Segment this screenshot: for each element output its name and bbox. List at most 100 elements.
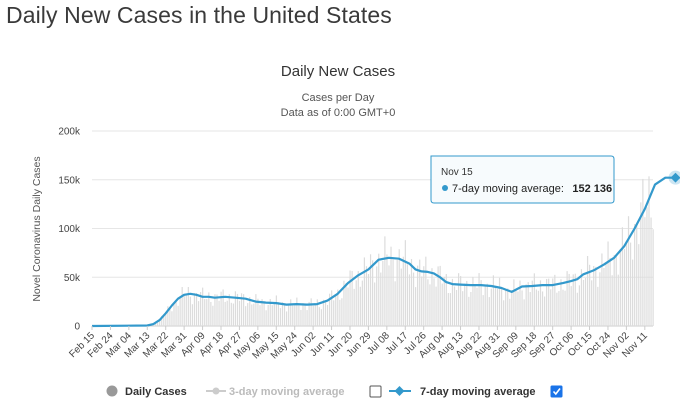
daily-case-bar [218, 300, 220, 326]
daily-case-bar [535, 289, 537, 326]
daily-case-bar [312, 305, 314, 326]
legend-item-daily-cases[interactable]: Daily Cases [106, 385, 187, 399]
daily-case-bar [509, 298, 511, 326]
daily-case-bar [243, 294, 245, 326]
daily-case-bar [488, 297, 490, 326]
legend-item-7day[interactable]: 7-day moving average [389, 386, 536, 398]
daily-case-bar [167, 306, 169, 326]
daily-case-bar [404, 240, 406, 326]
daily-case-bar [584, 277, 587, 326]
page-title: Daily New Cases in the United States [6, 2, 392, 28]
daily-case-bar [507, 288, 509, 326]
daily-case-bar [597, 286, 599, 326]
daily-case-bar [515, 290, 517, 326]
daily-case-bar [206, 299, 208, 326]
daily-case-bar [195, 293, 198, 326]
daily-case-bar [353, 288, 355, 326]
daily-case-bar [529, 292, 531, 326]
daily-case-bar [343, 280, 345, 326]
daily-case-bar [202, 287, 204, 326]
daily-case-bar [281, 302, 284, 326]
7day-legend-marker-icon [394, 386, 405, 396]
daily-case-bar [304, 305, 306, 326]
daily-case-bar [261, 299, 263, 326]
legend-label-daily-cases: Daily Cases [125, 386, 187, 398]
daily-case-bar [435, 286, 437, 326]
daily-case-bar [390, 246, 392, 326]
daily-case-bar [216, 294, 218, 326]
highlight-point [670, 172, 680, 183]
3day-checkbox[interactable] [369, 385, 382, 398]
daily-case-bar [302, 303, 304, 326]
daily-case-bar [558, 291, 560, 326]
daily-case-bar [369, 254, 372, 326]
daily-case-bar [222, 289, 224, 326]
daily-case-bar [423, 266, 425, 326]
daily-case-bar [417, 265, 419, 326]
daily-case-bar [320, 309, 323, 326]
daily-case-bar [539, 280, 542, 326]
y-axis-ticks: 0 50k 100k 150k 200k [58, 127, 81, 333]
daily-case-bar [349, 270, 351, 326]
daily-case-bar [505, 289, 507, 326]
daily-case-bar [636, 224, 638, 326]
daily-case-bar [230, 302, 232, 326]
daily-case-bar [482, 295, 484, 326]
legend-item-3day[interactable]: 3-day moving average [206, 386, 345, 398]
daily-case-bar [298, 305, 300, 326]
daily-case-bar [629, 242, 632, 326]
daily-case-bar [228, 294, 230, 326]
y-tick-label: 0 [74, 322, 80, 333]
daily-case-bar [255, 294, 257, 326]
daily-case-bar [554, 274, 556, 326]
daily-case-bar [339, 299, 341, 326]
legend-label-3day: 3-day moving average [229, 386, 345, 398]
daily-case-bar [236, 293, 239, 326]
daily-case-bar [191, 304, 194, 326]
daily-case-bar [398, 249, 400, 326]
daily-case-bar [372, 260, 374, 326]
daily-case-bar [621, 227, 623, 326]
daily-case-bar [599, 272, 601, 326]
daily-case-bar [468, 296, 470, 326]
daily-case-bar [165, 313, 167, 326]
daily-case-bar [617, 274, 619, 326]
daily-case-bar [408, 274, 411, 326]
daily-case-bar [552, 278, 554, 326]
daily-case-bar [247, 303, 249, 326]
daily-case-bar [214, 294, 216, 326]
daily-case-bar [376, 266, 378, 326]
daily-case-bar [249, 297, 251, 326]
daily-case-bar [351, 270, 353, 326]
daily-case-bar [490, 288, 492, 326]
daily-case-bar [347, 287, 349, 326]
daily-case-bar [290, 299, 292, 326]
daily-case-bar [361, 280, 363, 326]
daily-case-bar [578, 285, 580, 326]
daily-case-bar [595, 266, 597, 326]
daily-case-bar [576, 292, 578, 326]
daily-case-bar [556, 292, 558, 326]
daily-case-bar [318, 307, 320, 326]
7day-checkbox[interactable] [550, 385, 563, 398]
daily-case-bar [603, 268, 605, 326]
daily-case-bar [541, 291, 544, 326]
daily-case-bar [580, 269, 583, 326]
daily-case-bar [357, 271, 359, 326]
daily-case-bar [619, 249, 621, 326]
daily-case-bar [427, 279, 429, 326]
daily-case-bar [447, 293, 449, 326]
daily-case-bar [396, 259, 398, 326]
daily-case-bar [181, 286, 183, 326]
daily-case-bar [232, 303, 234, 326]
daily-case-bar [562, 289, 564, 326]
daily-case-bar [650, 217, 652, 326]
daily-case-bar [277, 302, 280, 326]
daily-case-bar [605, 263, 607, 326]
y-tick-label: 200k [58, 127, 81, 138]
daily-case-bar [226, 300, 228, 326]
daily-case-bar [355, 280, 357, 326]
tooltip-value: 152 136 [572, 183, 612, 195]
daily-case-bar [546, 278, 548, 326]
